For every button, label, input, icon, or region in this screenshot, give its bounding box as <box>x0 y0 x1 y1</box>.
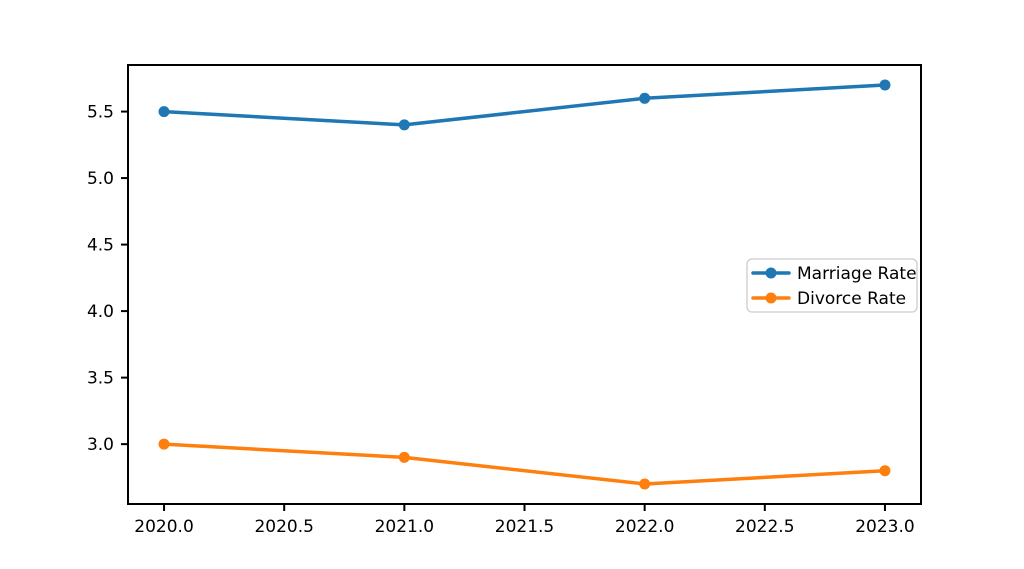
x-axis-tick-label: 2020.0 <box>134 517 193 537</box>
x-axis-tick-label: 2021.0 <box>375 517 434 537</box>
x-axis-tick-label: 2022.5 <box>735 517 794 537</box>
legend-label: Divorce Rate <box>797 289 906 309</box>
legend-marker <box>765 292 777 304</box>
y-axis-tick-label: 4.5 <box>87 236 114 256</box>
divorce-rate-point-2021 <box>398 451 410 463</box>
marriage-rate-point-2023 <box>879 79 891 91</box>
y-axis-tick-label: 5.5 <box>87 103 114 123</box>
legend-marker <box>765 267 777 279</box>
y-axis-tick-label: 3.0 <box>87 435 114 455</box>
marriage-rate-point-2021 <box>398 119 410 131</box>
marriage-rate-line <box>162 83 887 127</box>
y-axis-tick-label: 3.5 <box>87 369 114 389</box>
legend-label: Marriage Rate <box>797 264 917 284</box>
marriage-rate-point-2022 <box>639 92 651 104</box>
divorce-rate-line <box>162 442 887 486</box>
divorce-rate-point-2022 <box>639 478 651 490</box>
y-axis-tick-label: 4.0 <box>87 302 114 322</box>
y-axis-tick-label: 5.0 <box>87 169 114 189</box>
x-axis-tick-label: 2023.0 <box>855 517 914 537</box>
x-axis-tick-label: 2020.5 <box>254 517 313 537</box>
legend: Marriage Rate Divorce Rate <box>746 258 918 313</box>
x-axis-tick-label: 2022.0 <box>615 517 674 537</box>
x-axis-tick-label: 2021.5 <box>495 517 554 537</box>
marriage-rate-point-2020 <box>158 106 170 118</box>
divorce-rate-point-2023 <box>879 465 891 477</box>
divorce-rate-point-2020 <box>158 438 170 450</box>
